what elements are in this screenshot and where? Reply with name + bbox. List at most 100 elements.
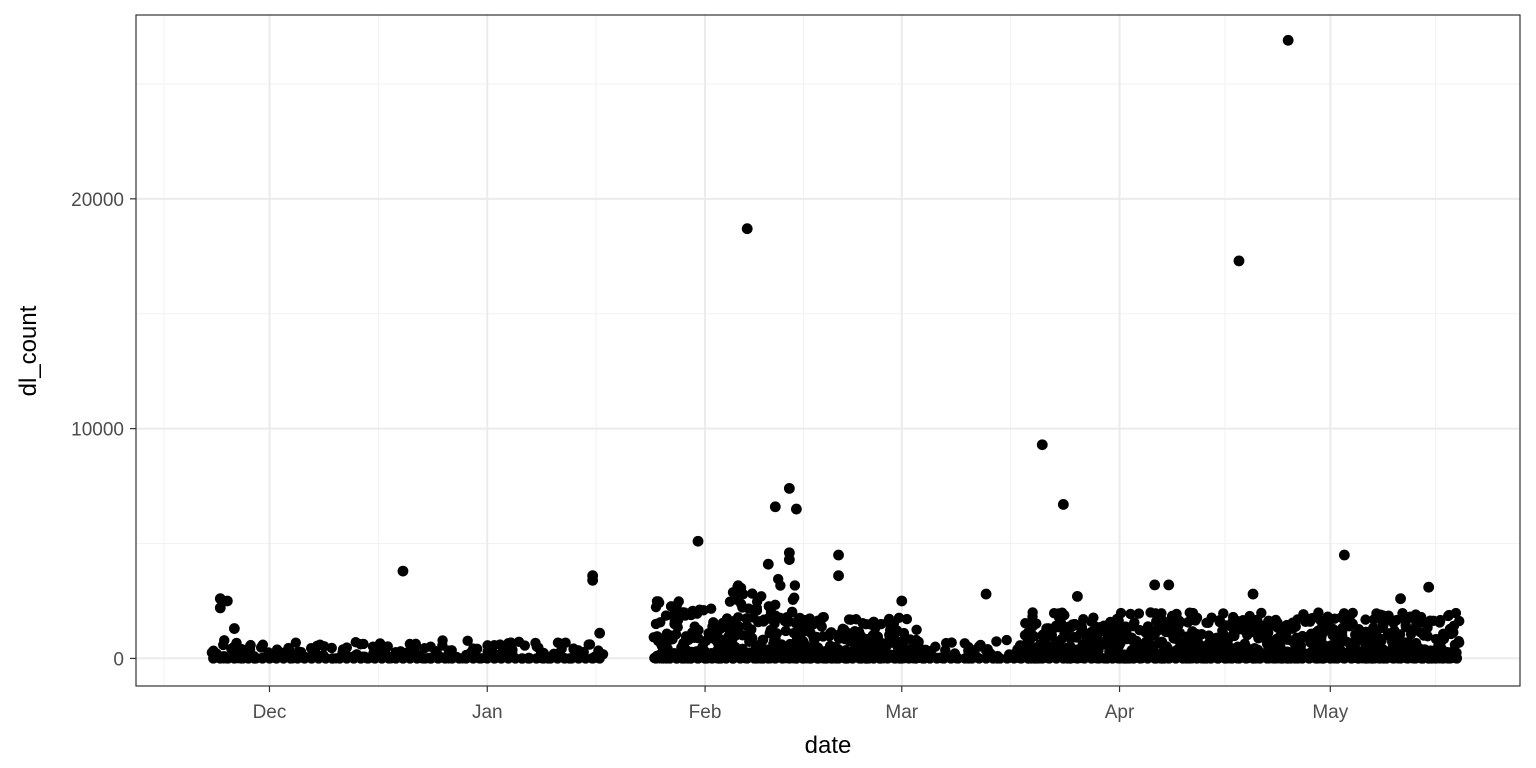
data-point xyxy=(769,501,781,513)
data-point xyxy=(930,641,941,652)
data-point xyxy=(650,601,662,613)
data-point xyxy=(243,646,254,657)
x-axis-title: date xyxy=(805,732,852,759)
data-point xyxy=(1256,607,1267,619)
data-point xyxy=(1378,620,1389,631)
data-point xyxy=(594,653,605,664)
data-point xyxy=(770,599,781,611)
data-point xyxy=(1305,613,1317,624)
data-point xyxy=(437,635,448,646)
data-point xyxy=(669,618,680,630)
data-point xyxy=(1156,608,1167,619)
data-point xyxy=(789,580,801,591)
data-point xyxy=(1036,439,1048,451)
data-point xyxy=(1149,579,1161,591)
data-point xyxy=(228,623,240,634)
data-point xyxy=(358,638,369,650)
data-point xyxy=(1125,608,1136,620)
data-point xyxy=(705,603,717,614)
data-point xyxy=(1402,613,1413,624)
data-point xyxy=(221,595,233,607)
data-point xyxy=(1395,593,1406,605)
data-point xyxy=(781,611,793,623)
data-point xyxy=(341,642,353,653)
data-point xyxy=(1184,607,1195,618)
data-point xyxy=(1422,622,1433,634)
data-point xyxy=(1171,608,1182,620)
y-tick-label: 20000 xyxy=(71,190,124,211)
data-point xyxy=(290,637,302,648)
data-point xyxy=(1423,581,1435,593)
data-point xyxy=(1088,612,1099,623)
data-point xyxy=(1191,612,1203,624)
data-point xyxy=(818,611,829,623)
data-point xyxy=(519,640,530,651)
data-point xyxy=(756,591,767,602)
data-point xyxy=(735,582,747,594)
data-point xyxy=(1451,653,1462,664)
x-tick-label: Dec xyxy=(253,702,287,723)
data-point xyxy=(560,637,571,648)
data-point xyxy=(780,625,792,637)
data-point xyxy=(1163,579,1175,591)
data-point xyxy=(783,554,795,566)
data-point xyxy=(790,503,802,515)
data-point xyxy=(1218,608,1229,619)
data-point xyxy=(219,635,230,646)
data-point xyxy=(692,535,704,547)
data-point xyxy=(1223,644,1235,655)
data-point xyxy=(1259,630,1270,641)
data-point xyxy=(1104,618,1115,630)
data-point xyxy=(671,604,683,616)
data-point xyxy=(1027,607,1038,618)
data-point xyxy=(833,570,844,582)
data-point xyxy=(1282,34,1294,46)
data-point xyxy=(816,621,827,632)
data-point xyxy=(946,637,957,648)
y-axis: 0 10000 20000 xyxy=(71,190,136,670)
data-point xyxy=(1335,634,1347,645)
data-point xyxy=(712,637,723,649)
data-point xyxy=(873,635,884,646)
data-point xyxy=(980,588,992,600)
data-point xyxy=(443,645,455,656)
data-point xyxy=(1342,615,1354,626)
data-point xyxy=(746,588,758,599)
data-point xyxy=(660,610,672,621)
data-point xyxy=(670,629,682,640)
data-point xyxy=(1057,499,1069,510)
data-point xyxy=(1078,613,1089,625)
data-point xyxy=(1043,631,1054,642)
data-point xyxy=(257,639,269,650)
data-point xyxy=(725,626,736,637)
data-point xyxy=(382,641,393,652)
data-point xyxy=(584,639,596,650)
data-point xyxy=(1233,255,1245,267)
data-point xyxy=(1072,590,1083,602)
data-point xyxy=(1129,617,1140,628)
data-point xyxy=(746,632,758,644)
data-point xyxy=(1240,641,1252,652)
x-tick-label: Feb xyxy=(689,702,722,723)
data-point xyxy=(1203,617,1214,628)
data-point xyxy=(1448,620,1460,632)
data-point xyxy=(531,641,542,652)
data-point xyxy=(783,482,795,494)
x-tick-label: Jan xyxy=(472,702,503,723)
data-point xyxy=(462,635,473,647)
data-points xyxy=(206,34,1465,664)
x-tick-label: Mar xyxy=(885,702,918,723)
data-point xyxy=(741,223,753,235)
data-point xyxy=(787,594,799,605)
data-point xyxy=(698,637,710,648)
data-point xyxy=(214,602,226,614)
data-point xyxy=(1111,642,1123,654)
data-point xyxy=(896,595,908,607)
minor-gridlines xyxy=(136,15,1520,686)
data-point xyxy=(1001,634,1012,646)
data-point xyxy=(1422,631,1433,642)
y-tick-label: 10000 xyxy=(71,420,124,441)
data-point xyxy=(746,624,757,635)
data-point xyxy=(1148,645,1159,656)
